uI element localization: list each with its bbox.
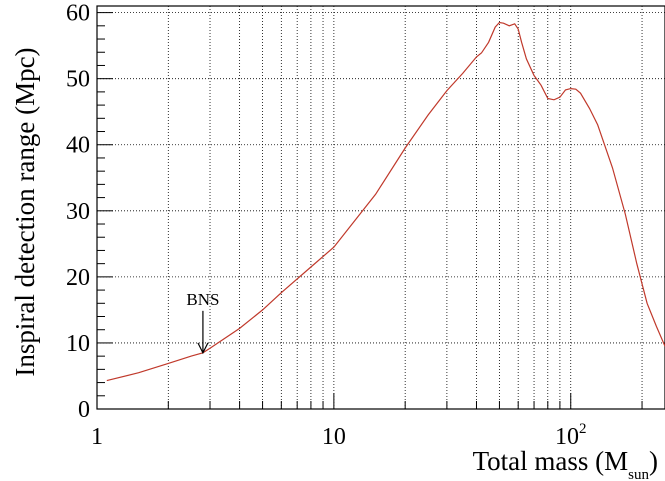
- y-tick-label: 60: [66, 1, 90, 27]
- bns-arrow-head: [197, 342, 209, 355]
- y-tick-label: 20: [66, 265, 90, 291]
- y-axis-title: Inspiral detection range (Mpc): [10, 47, 40, 376]
- series-line: [106, 21, 665, 382]
- x-axis-title-main: Total mass (M: [473, 446, 629, 476]
- x-axis-title-subscript: sun: [628, 467, 649, 481]
- x-axis-title-close: ): [649, 446, 658, 476]
- y-tick-label: 30: [66, 199, 90, 225]
- x-tick-label-exponent: 2: [579, 421, 587, 437]
- y-tick-label: 50: [66, 67, 90, 93]
- x-tick-label: 10: [322, 424, 346, 450]
- plot-frame: [96, 5, 665, 410]
- x-tick-label: 1: [91, 424, 103, 450]
- bns-label: BNS: [186, 290, 219, 309]
- y-tick-label: 0: [78, 397, 90, 423]
- grid: [96, 6, 665, 409]
- bns-annotation: BNS: [186, 290, 219, 355]
- axis-ticks: [96, 12, 643, 410]
- y-tick-label: 10: [66, 331, 90, 357]
- y-tick-label: 40: [66, 133, 90, 159]
- x-axis-title: Total mass (Msun): [473, 446, 658, 481]
